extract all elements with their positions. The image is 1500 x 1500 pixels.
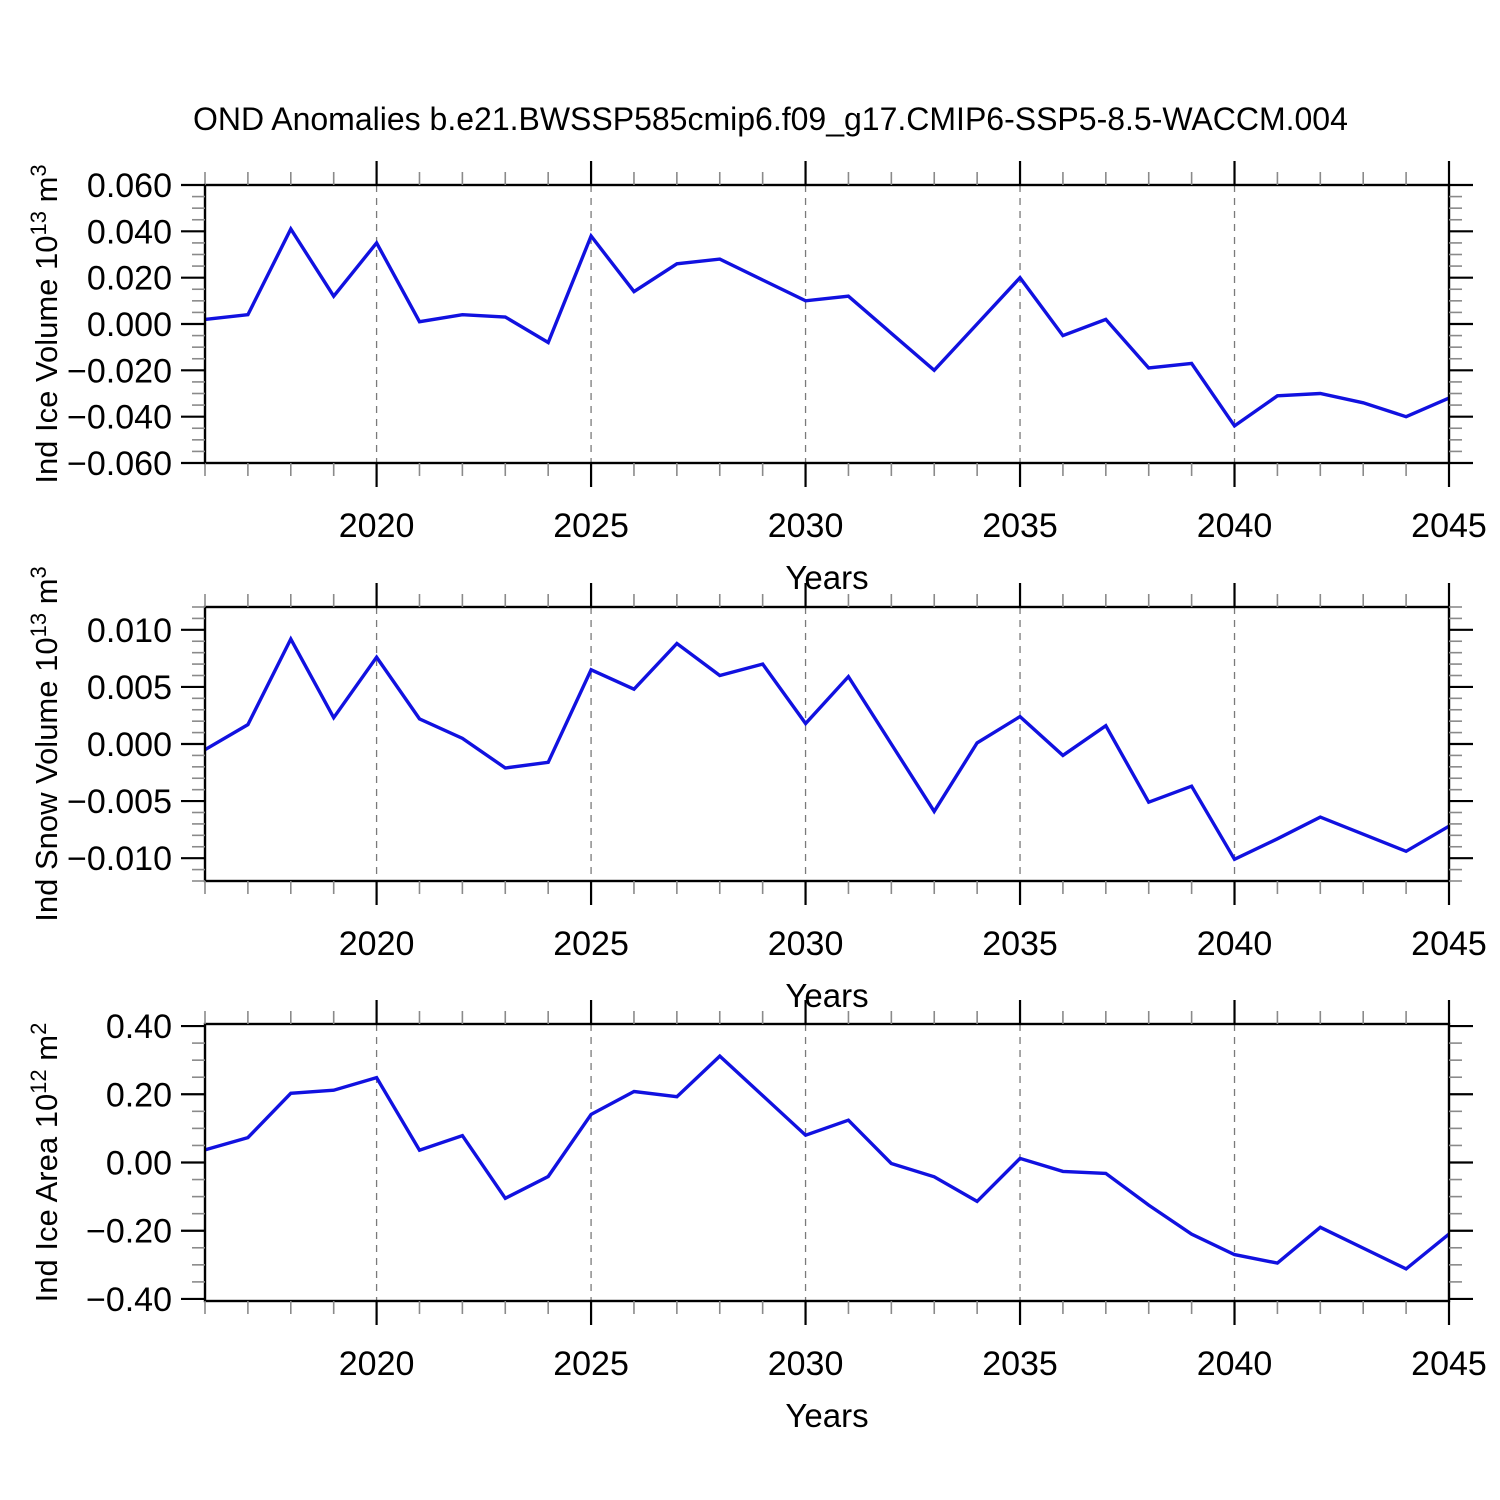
y-tick-label: 0.005 <box>87 669 172 707</box>
x-tick-label: 2040 <box>1197 1345 1273 1383</box>
panel-ice-area: 0.40 0.20 0.00 −0.20 −0.40 2020 2025 2030 2035 20… <box>26 1000 1487 1434</box>
panel-snow-volume: 0.010 0.005 0.000 −0.005 −0.010 2020 2025 2030 2… <box>26 566 1487 1014</box>
panel-ice-volume: 0.060 0.040 0.020 0.000 −0.020 −0.040 −0.060 20… <box>26 161 1487 596</box>
x-tick-label: 2025 <box>553 925 629 963</box>
y-axis-title: Ind Ice Area 1012 m2 <box>26 1023 64 1303</box>
x-tick-label: 2030 <box>768 507 844 545</box>
y-tick-label: 0.40 <box>106 1008 172 1046</box>
y-tick-label: −0.020 <box>67 352 172 390</box>
y-tick-label: 0.060 <box>87 167 172 205</box>
y-tick-label: −0.010 <box>67 840 172 878</box>
y-axis-title: Ind Ice Volume 1013 m3 <box>26 164 64 483</box>
y-tick-label: 0.20 <box>106 1076 172 1114</box>
x-tick-label: 2040 <box>1197 507 1273 545</box>
x-tick-label: 2030 <box>768 925 844 963</box>
ice-volume-line <box>204 225 1450 429</box>
y-tick-label: 0.040 <box>87 213 172 251</box>
x-axis-title: Years <box>785 559 868 596</box>
x-tick-label: 2035 <box>982 925 1058 963</box>
y-tick-label: 0.00 <box>106 1145 172 1183</box>
y-tick-label: −0.060 <box>67 445 172 483</box>
x-tick-label: 2030 <box>768 1345 844 1383</box>
x-tick-label: 2025 <box>553 1345 629 1383</box>
y-tick-label: 0.010 <box>87 612 172 650</box>
x-tick-label: 2035 <box>982 507 1058 545</box>
y-tick-label: −0.40 <box>86 1281 172 1319</box>
y-tick-label: −0.005 <box>67 783 172 821</box>
snow-volume-line <box>204 635 1450 862</box>
x-tick-label: 2020 <box>339 1345 415 1383</box>
x-axis-title: Years <box>785 977 868 1014</box>
ice-area-line <box>204 1053 1451 1271</box>
y-tick-label: 0.020 <box>87 260 172 298</box>
x-tick-label: 2040 <box>1197 925 1273 963</box>
x-tick-label: 2045 <box>1411 1345 1487 1383</box>
y-axis-title: Ind Snow Volume 1013 m3 <box>26 566 64 922</box>
x-tick-label: 2025 <box>553 507 629 545</box>
y-tick-label: 0.000 <box>87 306 172 344</box>
y-tick-label: 0.000 <box>87 726 172 764</box>
x-tick-label: 2045 <box>1411 925 1487 963</box>
y-tick-label: −0.040 <box>67 399 172 437</box>
figure-title: OND Anomalies b.e21.BWSSP585cmip6.f09_g1… <box>193 101 1348 137</box>
plot-frame <box>203 183 1451 465</box>
x-tick-label: 2020 <box>339 925 415 963</box>
x-tick-label: 2035 <box>982 1345 1058 1383</box>
x-tick-label: 2020 <box>339 507 415 545</box>
x-tick-label: 2045 <box>1411 507 1487 545</box>
plot-frame <box>203 605 1451 883</box>
y-tick-label: −0.20 <box>86 1213 172 1251</box>
x-axis-title: Years <box>785 1397 868 1434</box>
